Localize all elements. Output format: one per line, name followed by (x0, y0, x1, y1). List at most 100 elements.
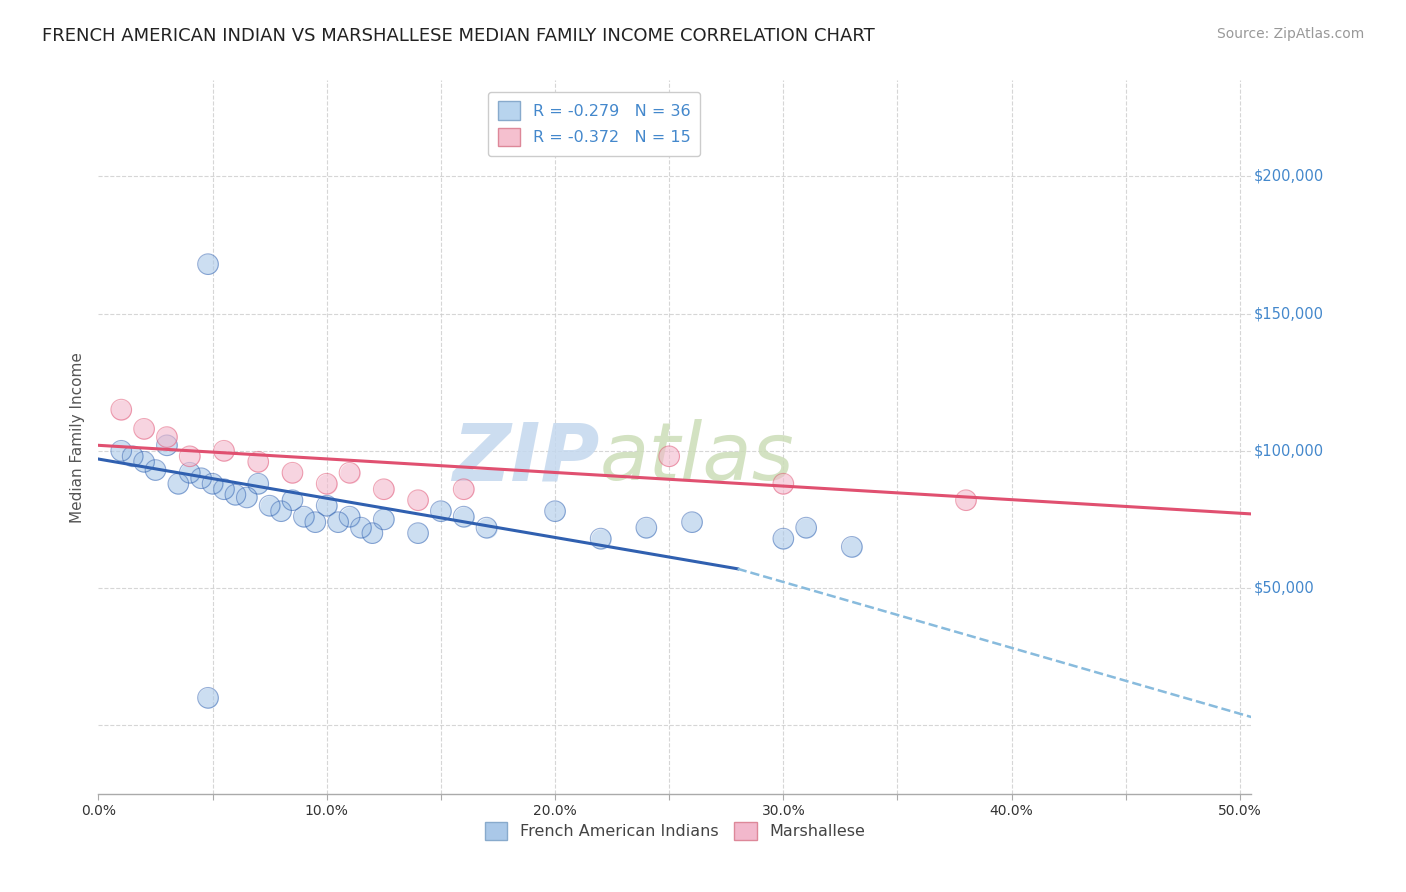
Point (197, 257, 219, 271)
Point (145, 463, 167, 477)
Point (430, 504, 453, 518)
Point (212, 443, 235, 458)
Point (179, 450, 201, 464)
Point (955, 493, 977, 508)
Point (110, 402, 132, 417)
Point (201, 476, 224, 491)
Point (179, 466, 201, 480)
Text: $50,000: $50,000 (1254, 581, 1315, 596)
Point (636, 521, 658, 535)
Point (197, 690, 219, 705)
Point (132, 422, 155, 436)
Point (270, 504, 292, 518)
Point (406, 526, 429, 541)
Point (350, 521, 373, 535)
Point (224, 488, 246, 502)
Point (247, 455, 270, 469)
Point (315, 476, 337, 491)
Point (281, 466, 304, 480)
Point (772, 532, 794, 546)
Point (259, 499, 281, 513)
Point (281, 493, 304, 508)
Point (315, 499, 337, 513)
Point (589, 532, 612, 546)
Point (110, 402, 132, 417)
Point (167, 476, 190, 491)
Point (350, 521, 373, 535)
Point (190, 471, 212, 485)
Point (167, 476, 190, 491)
Point (224, 488, 246, 502)
Point (636, 521, 658, 535)
Point (156, 430, 179, 444)
Point (304, 515, 326, 529)
Point (247, 455, 270, 469)
Text: FRENCH AMERICAN INDIAN VS MARSHALLESE MEDIAN FAMILY INCOME CORRELATION CHART: FRENCH AMERICAN INDIAN VS MARSHALLESE ME… (42, 27, 875, 45)
Point (475, 521, 498, 535)
Point (156, 430, 179, 444)
Point (212, 482, 235, 496)
Legend: French American Indians, Marshallese: French American Indians, Marshallese (478, 815, 872, 847)
Point (544, 504, 567, 518)
Point (373, 482, 395, 496)
Point (201, 476, 224, 491)
Point (373, 512, 395, 526)
Point (339, 509, 361, 524)
Point (121, 450, 143, 464)
Point (110, 443, 132, 458)
Point (247, 476, 270, 491)
Point (315, 499, 337, 513)
Point (544, 504, 567, 518)
Point (179, 466, 201, 480)
Point (236, 491, 259, 505)
Point (190, 471, 212, 485)
Point (179, 450, 201, 464)
Point (772, 532, 794, 546)
Point (212, 482, 235, 496)
Point (841, 540, 863, 554)
Text: $200,000: $200,000 (1254, 169, 1324, 184)
Point (156, 438, 179, 452)
Point (589, 532, 612, 546)
Point (373, 482, 395, 496)
Point (132, 455, 155, 469)
Point (453, 482, 475, 496)
Point (197, 690, 219, 705)
Point (361, 526, 384, 541)
Point (339, 509, 361, 524)
Point (361, 526, 384, 541)
Point (658, 450, 681, 464)
Point (259, 499, 281, 513)
Y-axis label: Median Family Income: Median Family Income (69, 351, 84, 523)
Point (406, 526, 429, 541)
Point (326, 515, 349, 529)
Point (110, 443, 132, 458)
Point (681, 515, 703, 529)
Point (281, 493, 304, 508)
Point (339, 466, 361, 480)
Point (453, 482, 475, 496)
Text: ZIP: ZIP (453, 419, 600, 498)
Point (247, 476, 270, 491)
Text: atlas: atlas (600, 419, 794, 498)
Point (270, 504, 292, 518)
Point (794, 521, 817, 535)
Point (132, 455, 155, 469)
Point (145, 463, 167, 477)
Point (236, 491, 259, 505)
Point (326, 515, 349, 529)
Text: Source: ZipAtlas.com: Source: ZipAtlas.com (1216, 27, 1364, 41)
Point (406, 493, 429, 508)
Point (772, 476, 794, 491)
Point (132, 422, 155, 436)
Point (281, 466, 304, 480)
Point (156, 438, 179, 452)
Text: $100,000: $100,000 (1254, 443, 1324, 458)
Point (406, 493, 429, 508)
Point (373, 512, 395, 526)
Point (212, 443, 235, 458)
Point (430, 504, 453, 518)
Point (197, 257, 219, 271)
Point (292, 509, 315, 524)
Text: $150,000: $150,000 (1254, 306, 1323, 321)
